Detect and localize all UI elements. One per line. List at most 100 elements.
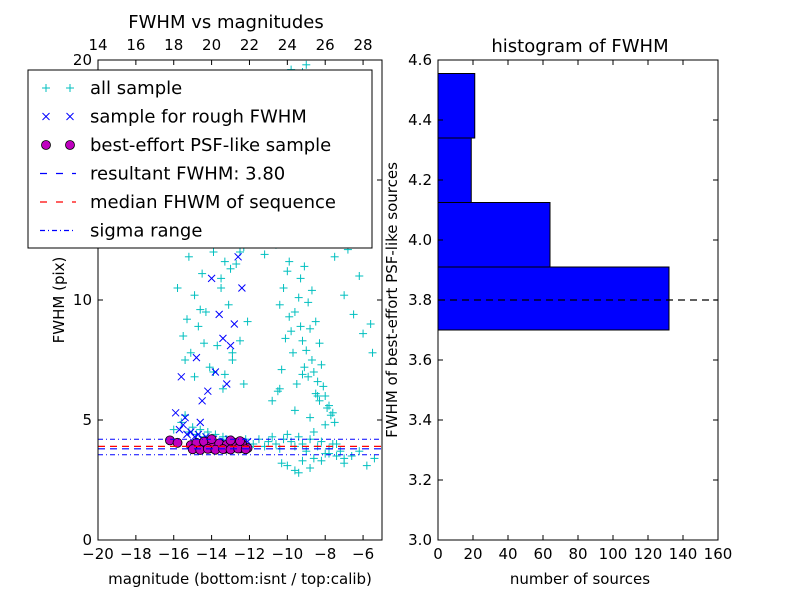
all-sample-point (307, 356, 316, 364)
all-sample-point (349, 310, 358, 319)
scatter-x-axis-label: magnitude (bottom:isnt / top:calib) (108, 570, 372, 588)
all-sample-point (228, 356, 237, 364)
all-sample-point (268, 432, 277, 441)
top-x-tick-label: 28 (354, 36, 373, 54)
all-sample-point (275, 300, 284, 309)
x-tick-label: 40 (498, 545, 517, 563)
scatter-title: FWHM vs magnitudes (128, 12, 323, 33)
all-sample-point (287, 327, 296, 336)
rough-fwhm-point (226, 341, 235, 350)
rough-fwhm-point (186, 428, 195, 436)
all-sample-point (328, 408, 337, 417)
x-tick-label: −20 (82, 545, 114, 563)
all-sample-point (306, 324, 315, 333)
legend-entry: median FHWM of sequence (40, 192, 336, 213)
all-sample-point (277, 365, 286, 374)
all-sample-point (347, 452, 356, 460)
all-sample-point (239, 380, 248, 388)
all-sample-point (306, 413, 315, 422)
x-tick-label: 100 (599, 545, 628, 563)
all-sample-point (309, 428, 318, 436)
y-tick-label: 4.4 (408, 111, 432, 129)
rough-fwhm-point (177, 372, 186, 381)
all-sample-point (298, 370, 307, 379)
all-sample-point (290, 308, 299, 316)
histogram-x-axis-label: number of sources (510, 570, 650, 588)
all-sample-point (355, 447, 364, 456)
y-tick-label: 3.6 (408, 351, 432, 369)
y-tick-label: 4.0 (408, 231, 432, 249)
all-sample-point (226, 264, 235, 273)
all-sample-point (292, 380, 301, 388)
y-tick-label: 3.4 (408, 411, 432, 429)
x-tick-label: 160 (704, 545, 733, 563)
all-sample-point (311, 317, 320, 326)
legend-entry: sample for rough FWHM (42, 107, 307, 128)
all-sample-point (300, 262, 309, 271)
legend-label: resultant FWHM: 3.80 (90, 164, 285, 185)
all-sample-point (283, 461, 292, 470)
x-tick-label: −16 (158, 545, 190, 563)
all-sample-point (296, 274, 305, 283)
histogram-bar (438, 266, 670, 331)
y-tick-label: 3.2 (408, 471, 432, 489)
rough-fwhm-point (222, 380, 231, 388)
all-sample-point (302, 60, 311, 69)
all-sample-point (304, 372, 313, 381)
all-sample-point (217, 274, 226, 283)
all-sample-point (368, 348, 377, 357)
scatter-y-axis-label: FWHM (pix) (50, 257, 68, 344)
x-tick-label: 60 (533, 545, 552, 563)
y-tick-label: 4.2 (408, 171, 432, 189)
y-tick-label: 3.8 (408, 291, 432, 309)
all-sample-point (279, 284, 288, 292)
all-sample-point (290, 406, 299, 415)
top-x-tick-label: 22 (240, 36, 259, 54)
top-x-tick-label: 14 (88, 36, 107, 54)
legend-entry: all sample (42, 78, 182, 99)
all-sample-point (321, 420, 330, 429)
rough-fwhm-point (219, 334, 227, 343)
all-sample-point (298, 336, 307, 345)
legend-label: best-effort PSF-like sample (90, 135, 331, 156)
legend-marker (41, 140, 51, 150)
all-sample-point (283, 267, 292, 276)
all-sample-point (362, 461, 371, 470)
all-sample-point (224, 300, 233, 309)
all-sample-point (271, 440, 280, 448)
legend-label: median FHWM of sequence (90, 192, 336, 213)
histogram-chart: 0 20 40 60 80 100 120 140 160 3.0 3.2 3.4 3.6 3.8 4.0… (383, 36, 732, 588)
all-sample-point (296, 322, 305, 331)
legend-entry: best-effort PSF-like sample (41, 135, 331, 156)
legend-label: sigma range (90, 221, 202, 242)
rough-fwhm-point (175, 425, 184, 434)
rough-fwhm-point (181, 413, 189, 422)
all-sample-point (285, 257, 294, 266)
scatter-chart: −20 −18 −16 −14 −12 −10 −8 −6 0 5 10 20 14 16 18 20 22… (27, 12, 383, 588)
series-psf-like (165, 434, 253, 455)
all-sample-point (313, 377, 322, 386)
all-sample-point (181, 356, 190, 364)
legend-marker (42, 84, 50, 92)
all-sample-point (232, 260, 241, 268)
all-sample-point (315, 339, 324, 348)
x-tick-label: 80 (568, 545, 587, 563)
y-tick-label: 4.6 (408, 51, 432, 69)
y-tick-label: 20 (73, 51, 92, 69)
top-x-tick-label: 24 (278, 36, 297, 54)
all-sample-point (309, 454, 318, 463)
all-sample-point (173, 284, 182, 292)
all-sample-point (190, 372, 199, 381)
all-sample-point (205, 363, 214, 372)
all-sample-point (294, 293, 303, 302)
histogram-title: histogram of FWHM (491, 36, 668, 57)
rough-fwhm-point (183, 430, 191, 439)
all-sample-point (304, 298, 313, 307)
legend-marker (66, 84, 74, 92)
all-sample-point (300, 363, 309, 372)
all-sample-point (194, 322, 203, 331)
all-sample-point (340, 291, 349, 300)
psf-like-point (225, 435, 236, 446)
rough-fwhm-point (230, 320, 239, 328)
all-sample-point (184, 252, 193, 261)
